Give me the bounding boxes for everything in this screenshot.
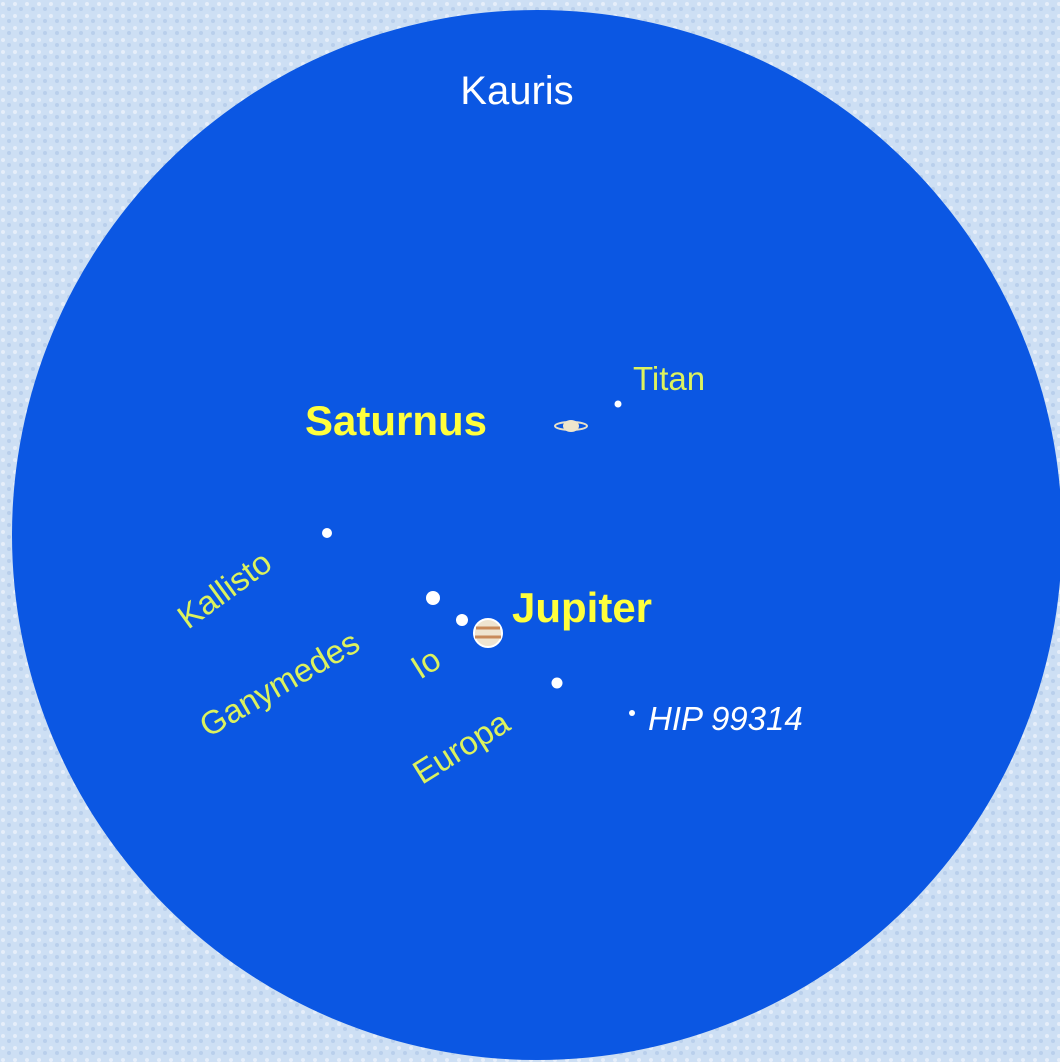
moon-dot	[615, 401, 622, 408]
page: Kauris Saturnus Titan Jupiter Kallisto G…	[0, 0, 1060, 1062]
jupiter-icon	[474, 619, 502, 647]
moon-dot	[552, 678, 563, 689]
sky-view: Kauris Saturnus Titan Jupiter Kallisto G…	[0, 0, 1060, 1062]
moon-dot	[322, 528, 332, 538]
field-of-view	[12, 10, 1060, 1060]
planet-label: Saturnus	[305, 397, 487, 444]
constellation-label: Kauris	[460, 69, 573, 113]
moon-dot	[426, 591, 440, 605]
star-label: HIP 99314	[648, 700, 803, 737]
star-dot	[629, 710, 635, 716]
planet-label: Jupiter	[512, 584, 652, 631]
moon-label: Titan	[633, 360, 705, 397]
moon-dot	[456, 614, 468, 626]
